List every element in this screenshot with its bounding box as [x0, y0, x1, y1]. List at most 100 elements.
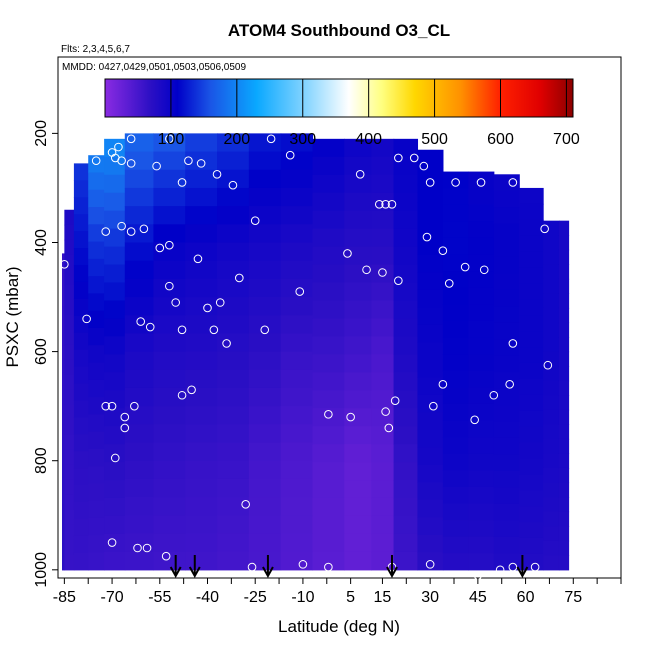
heatmap-cell: [124, 424, 155, 444]
heatmap-cell: [393, 138, 419, 158]
heatmap-cell: [248, 551, 282, 571]
heatmap-cell: [442, 503, 469, 521]
heatmap-cell: [124, 533, 155, 553]
heatmap-cell: [185, 533, 218, 553]
heatmap-cell: [442, 254, 469, 272]
y-tick-label: 800: [33, 447, 50, 474]
heatmap-cell: [104, 336, 126, 355]
heatmap-cell: [104, 462, 126, 481]
y-axis: 200 400 600 800 1000: [33, 120, 58, 588]
heatmap-cell: [442, 536, 469, 554]
heatmap-cell: [280, 460, 314, 480]
heatmap-cell: [519, 251, 544, 269]
sample-point: [381, 407, 390, 416]
heatmap-cell: [468, 337, 495, 355]
heatmap-cell: [185, 260, 218, 280]
heatmap-cell: [558, 511, 570, 527]
heatmap-cell: [442, 337, 469, 355]
heatmap-cell: [185, 242, 218, 262]
heatmap-cell: [280, 206, 314, 225]
heatmap-cell: [280, 151, 314, 171]
heatmap-cell: [280, 369, 314, 389]
heatmap-cell: [185, 406, 218, 425]
heatmap-cell: [153, 242, 186, 262]
heatmap-cell: [185, 442, 218, 462]
heatmap-cell: [558, 351, 570, 367]
heatmap-cell: [73, 400, 89, 419]
heatmap-cell: [280, 133, 314, 153]
heatmap-cell: [280, 315, 314, 335]
sample-point: [476, 178, 486, 187]
sample-point: [247, 562, 257, 572]
sample-point: [343, 249, 352, 258]
heatmap-cell: [62, 503, 65, 518]
sample-point: [438, 380, 448, 389]
heatmap-cell: [417, 429, 444, 448]
heatmap-cell: [124, 333, 155, 353]
heatmap-cell: [62, 345, 65, 360]
heatmap-cell: [417, 412, 444, 431]
heatmap-cell: [64, 359, 75, 376]
heatmap-cell: [371, 426, 395, 445]
sample-point: [505, 380, 514, 389]
heatmap-cell: [62, 266, 65, 281]
heatmap-cell: [493, 256, 520, 274]
heatmap-cell: [73, 197, 89, 215]
heatmap-cell: [312, 551, 345, 571]
heatmap-cell: [64, 224, 75, 241]
sample-point: [324, 562, 333, 572]
heatmap-cell: [280, 478, 314, 498]
heatmap-cell: [88, 414, 105, 433]
heatmap-cell: [493, 421, 520, 439]
heatmap-cell: [312, 480, 345, 499]
heatmap-cell: [248, 169, 282, 189]
heatmap-cell: [519, 283, 544, 300]
heatmap-cell: [217, 478, 250, 498]
heatmap-cell: [344, 246, 372, 266]
sample-points: [60, 134, 553, 580]
heatmap-cell: [73, 264, 89, 283]
sample-point: [422, 232, 432, 242]
heatmap-cell: [468, 370, 495, 388]
heatmap-cell: [312, 228, 345, 248]
heatmap-cell: [185, 351, 218, 371]
heatmap-cell: [248, 387, 282, 407]
heatmap-cell: [248, 278, 282, 298]
heatmap-cell: [543, 424, 560, 440]
sample-point: [60, 260, 69, 269]
heatmap-cell: [64, 314, 75, 331]
heatmap-cell: [558, 424, 570, 440]
sample-point: [390, 396, 400, 405]
heatmap-cell: [558, 467, 570, 484]
heatmap-cell: [185, 187, 218, 207]
heatmap-cell: [73, 298, 89, 317]
heatmap-cell: [442, 370, 469, 388]
colorbar-tick-label-2: 300: [289, 131, 316, 148]
heatmap-cell: [73, 332, 89, 351]
heatmap-cell: [62, 530, 65, 545]
heatmap-cell: [344, 156, 372, 176]
heatmap-cell: [519, 553, 544, 571]
heatmap-cell: [88, 172, 105, 191]
heatmap-cell: [64, 389, 75, 406]
heatmap-cell: [124, 297, 155, 316]
heatmap-cell: [104, 282, 126, 302]
heatmap-cell: [417, 254, 444, 273]
heatmap-cell: [217, 369, 250, 389]
heatmap-cell: [104, 192, 126, 212]
heatmap-cell: [217, 169, 250, 189]
heatmap-cell: [73, 451, 89, 469]
heatmap-cell: [88, 362, 105, 381]
heatmap-cell: [312, 210, 345, 230]
heatmap-cell: [442, 420, 469, 438]
heatmap-cell: [519, 490, 544, 507]
heatmap-cell: [344, 390, 372, 409]
sample-point: [241, 500, 250, 509]
heatmap-cell: [185, 424, 218, 444]
heatmap-cell: [248, 351, 282, 371]
heatmap-cell: [558, 322, 570, 338]
heatmap-cell: [153, 551, 186, 571]
sample-point: [139, 224, 149, 234]
heatmap-cell: [280, 187, 314, 207]
heatmap-cell: [344, 515, 372, 535]
